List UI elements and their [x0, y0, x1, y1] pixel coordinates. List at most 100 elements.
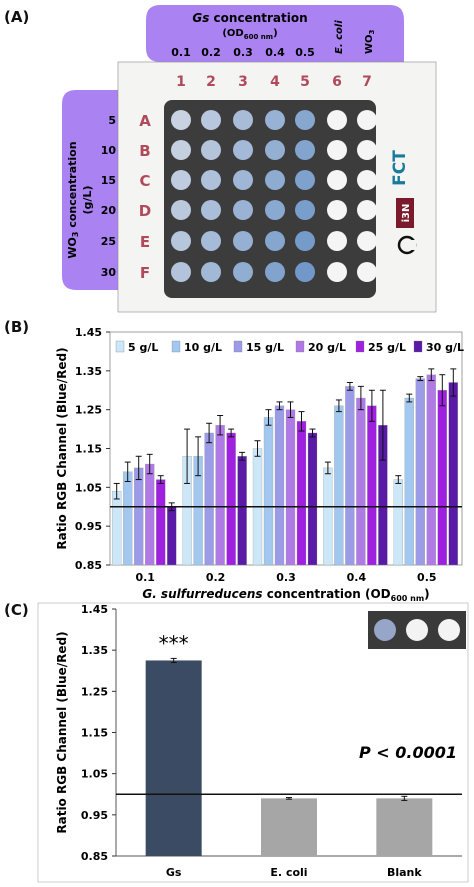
plate-well [201, 262, 221, 282]
bar [237, 456, 247, 566]
plate-well [171, 200, 191, 220]
side-value: 5 [108, 114, 116, 127]
plate-figure: Gs concentration (OD600 nm) 0.1 0.2 0.3 0.4… [62, 5, 437, 313]
y-tick-label: 1.15 [75, 443, 102, 456]
column-numbers: 1 2 3 4 5 6 7 [176, 74, 372, 90]
panel-a-label: (A) [4, 8, 30, 26]
bar [285, 409, 296, 566]
x-axis-label-italic: G. sulfurreducens [142, 587, 262, 601]
plate-well [265, 140, 285, 160]
row-letter: C [139, 172, 150, 190]
plate-well [265, 110, 285, 130]
y-tick-label: 1.05 [75, 481, 102, 494]
x-axis-label: G. sulfurreducens concentration (OD600 n… [142, 587, 429, 601]
x-axis-label-rest: concentration (OD [263, 587, 391, 601]
top-title-italic: Gs [192, 11, 209, 25]
bar [323, 467, 333, 566]
inset-well-gs [374, 619, 396, 641]
side-title: WO3 concentration [66, 141, 80, 258]
legend-label: 30 g/L [426, 341, 464, 354]
row-letter: E [140, 233, 150, 251]
column-number: 7 [362, 74, 372, 90]
bar [426, 374, 436, 566]
plate-well [295, 262, 315, 282]
top-value: 0.5 [295, 46, 315, 59]
plate-well [327, 170, 347, 190]
top-unit: (OD600 nm) [222, 28, 277, 41]
legend-label: 5 g/L [128, 341, 158, 354]
plate-well [233, 231, 253, 251]
x-tick-label: Blank [387, 866, 422, 879]
i3n-logo: i3N [401, 204, 412, 223]
plate-well [295, 110, 315, 130]
top-value: 0.1 [171, 46, 191, 59]
row-letter: D [139, 202, 151, 220]
bar [345, 386, 355, 566]
plate-well [295, 231, 315, 251]
plate-well [265, 170, 285, 190]
bar [261, 798, 317, 856]
plate-wells [171, 110, 377, 282]
top-value: 0.2 [201, 46, 221, 59]
plate-well [233, 200, 253, 220]
side-values: 5 10 15 20 25 30 [101, 114, 117, 279]
bar [448, 382, 458, 566]
plate-well [357, 140, 377, 160]
plate-well [201, 140, 221, 160]
plate-well [201, 231, 221, 251]
plate-well [357, 110, 377, 130]
top-value: 0.4 [265, 46, 285, 59]
plate-well [295, 200, 315, 220]
y-tick-label: 0.85 [81, 850, 108, 863]
x-tick-label: 0.3 [276, 571, 296, 584]
side-title-unit: (g/L) [81, 186, 94, 215]
x-tick-label: 0.5 [417, 571, 437, 584]
bar [204, 432, 214, 566]
top-values: 0.1 0.2 0.3 0.4 0.5 [171, 46, 315, 59]
bar [393, 479, 403, 566]
y-tick-label: 0.85 [75, 559, 102, 572]
legend-label: 15 g/L [246, 341, 284, 354]
bar [145, 463, 155, 566]
wo3-label: WO3 [364, 29, 376, 54]
legend-swatch [115, 340, 125, 353]
y-tick-label: 0.95 [75, 520, 102, 533]
row-letter: F [140, 264, 150, 282]
y-tick-label: 1.15 [81, 727, 108, 740]
y-axis-label: Ratio RGB Channel (Blue/Red) [55, 631, 69, 833]
side-concentration-banner [62, 90, 132, 290]
bar [156, 479, 166, 566]
plate-well [265, 200, 285, 220]
bar [167, 506, 177, 566]
plate-well [327, 140, 347, 160]
bar [415, 378, 425, 566]
x-axis-label-sub: 600 nm [391, 594, 425, 601]
x-tick-label: 0.1 [135, 571, 155, 584]
bar [437, 390, 447, 566]
column-number: 4 [270, 74, 280, 90]
legend-swatch [295, 340, 305, 353]
y-tick-label: 1.45 [81, 603, 108, 616]
plate-well [357, 170, 377, 190]
y-tick-label: 0.95 [81, 809, 108, 822]
legend-swatch [171, 340, 181, 353]
plate-well [171, 170, 191, 190]
bar [296, 421, 307, 566]
x-tick-label: 0.4 [347, 571, 367, 584]
x-axis-label-close: ) [424, 587, 429, 601]
bar [307, 432, 318, 566]
plate-well [327, 200, 347, 220]
side-value: 25 [101, 235, 116, 248]
inset-well-blank [438, 619, 460, 641]
legend-swatch [355, 340, 365, 353]
plate-well [327, 110, 347, 130]
bar [145, 660, 202, 856]
plate-well [295, 170, 315, 190]
plate-well [201, 200, 221, 220]
bar [367, 405, 377, 566]
plate-well [171, 231, 191, 251]
bar [274, 405, 285, 566]
plate-well [327, 262, 347, 282]
row-letter: A [139, 112, 151, 130]
